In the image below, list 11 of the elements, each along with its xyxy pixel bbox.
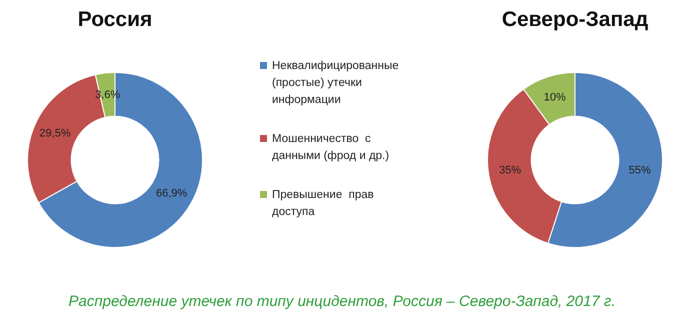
chart-title: Северо-Запад (500, 8, 650, 32)
legend-label: Превышение прав доступа (272, 188, 375, 220)
data-label: 66,9% (156, 187, 188, 200)
legend-label: Неквалифицированные (простые) утечки информации (272, 59, 400, 108)
data-label: 29,5% (39, 127, 71, 140)
chart-title: Россия (76, 8, 154, 32)
legend-label: Мошенничество с данными (фрод и др.) (272, 132, 390, 164)
data-label: 10% (544, 92, 566, 104)
text: Распределение утечек по типу инцидентов, Россия – Северо-Запад, 2017 г. (68, 293, 616, 310)
data-label: 35% (499, 164, 522, 176)
data-label: 55% (628, 164, 652, 176)
